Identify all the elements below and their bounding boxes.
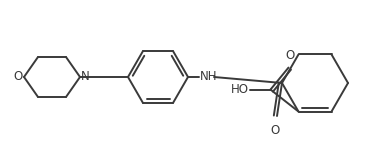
Text: O: O xyxy=(286,49,295,62)
Text: O: O xyxy=(270,124,280,137)
Text: NH: NH xyxy=(200,71,217,84)
Text: O: O xyxy=(14,71,23,84)
Text: N: N xyxy=(81,71,90,84)
Text: HO: HO xyxy=(231,83,249,96)
